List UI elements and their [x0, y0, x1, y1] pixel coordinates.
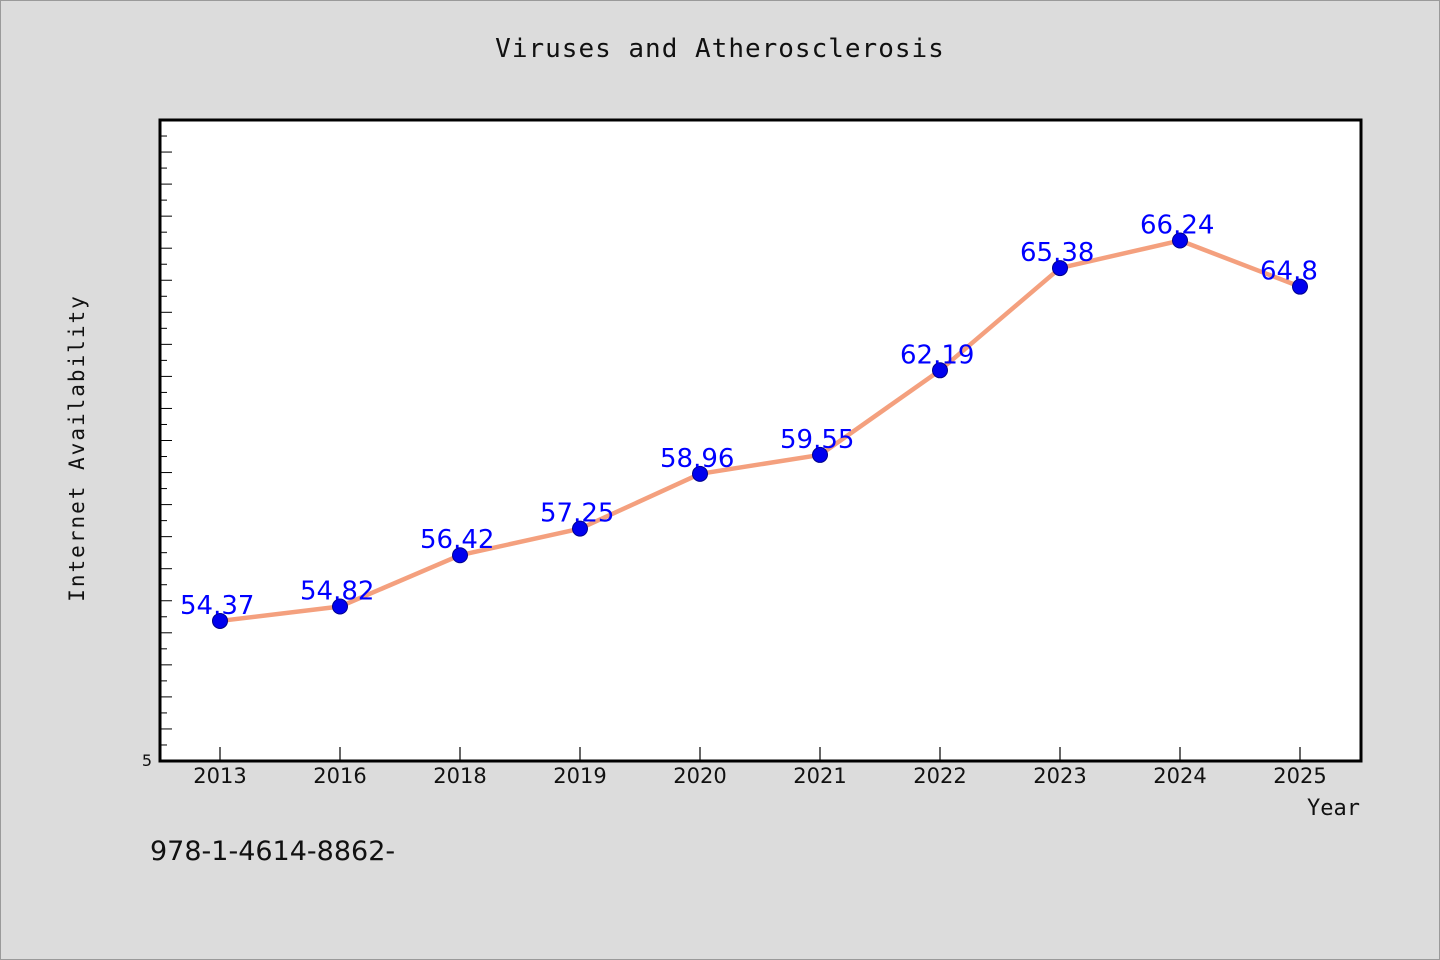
data-labels: 54.37 54.82 56.42 57.25 58.96 59.55 62.19 65.38… — [180, 211, 1318, 621]
x-tick-label: 2024 — [1153, 764, 1206, 788]
data-point — [332, 598, 348, 615]
plot-area — [158, 118, 1363, 763]
data-point — [812, 446, 828, 463]
x-tick-label: 2013 — [193, 764, 246, 788]
data-label: 58.96 — [660, 444, 734, 474]
x-tick-label: 2019 — [553, 764, 606, 788]
data-point — [1052, 260, 1068, 277]
data-point — [212, 612, 228, 629]
y-ticks: 5 — [142, 135, 172, 770]
data-point — [692, 465, 708, 482]
data-label: 66.24 — [1140, 211, 1214, 241]
chart-title: Viruses and Atherosclerosis — [495, 34, 945, 64]
series-line — [217, 238, 1303, 624]
x-tick-label: 2023 — [1033, 764, 1086, 788]
data-point — [452, 547, 468, 564]
x-tick-label: 2021 — [793, 764, 846, 788]
data-label: 59.55 — [780, 425, 854, 455]
x-tick-label: 2018 — [433, 764, 486, 788]
x-ticks: 2013 2016 2018 2019 2020 2021 2022 2023 2024 2025 — [193, 747, 1327, 788]
x-tick-label: 2016 — [313, 764, 366, 788]
x-tick-label: 2022 — [913, 764, 966, 788]
data-label: 56.42 — [420, 525, 494, 555]
data-point — [1292, 278, 1308, 295]
data-label: 54.82 — [300, 577, 374, 607]
x-tick-label: 2020 — [673, 764, 726, 788]
data-point — [932, 362, 948, 379]
series-group — [212, 232, 1308, 629]
data-point — [1172, 232, 1188, 249]
data-label: 64.8 — [1260, 257, 1318, 287]
data-label: 65.38 — [1020, 238, 1094, 268]
footnote: 978-1-4614-8862- — [150, 836, 396, 867]
data-label: 62.19 — [900, 340, 974, 370]
data-label: 54.37 — [180, 591, 254, 621]
y-tick-label: 5 — [142, 751, 152, 770]
x-tick-label: 2025 — [1273, 764, 1326, 788]
data-label: 57.25 — [540, 499, 614, 529]
x-axis-label: Year — [1307, 796, 1360, 821]
data-point — [572, 520, 588, 537]
